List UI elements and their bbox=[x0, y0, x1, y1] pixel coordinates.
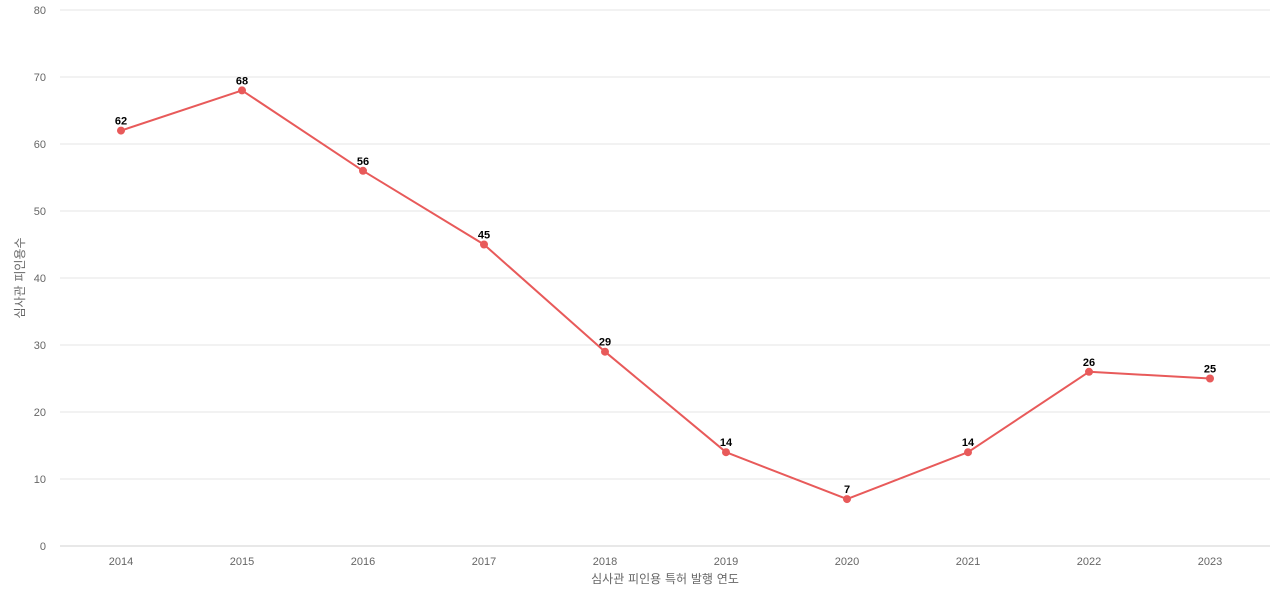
x-tick-label: 2019 bbox=[714, 556, 738, 568]
x-axis-ticks: 2014 2015 2016 2017 2018 2019 2020 2021 2022 2023 bbox=[109, 556, 1222, 568]
data-point[interactable] bbox=[480, 240, 488, 249]
x-tick-label: 2016 bbox=[351, 556, 375, 568]
data-label: 62 bbox=[115, 116, 127, 128]
data-point[interactable] bbox=[1206, 374, 1214, 383]
y-tick-label: 0 bbox=[40, 541, 46, 553]
x-tick-label: 2018 bbox=[593, 556, 617, 568]
data-point[interactable] bbox=[117, 126, 125, 135]
data-label: 25 bbox=[1204, 364, 1216, 376]
x-tick-label: 2015 bbox=[230, 556, 254, 568]
x-tick-label: 2022 bbox=[1077, 556, 1101, 568]
data-label: 56 bbox=[357, 156, 369, 168]
data-point[interactable] bbox=[722, 448, 730, 457]
y-tick-label: 50 bbox=[34, 206, 46, 218]
x-tick-label: 2017 bbox=[472, 556, 496, 568]
series-line bbox=[120, 89, 1211, 501]
data-label: 7 bbox=[844, 484, 850, 496]
y-axis-title: 심사관 피인용수 bbox=[13, 237, 27, 318]
y-tick-label: 30 bbox=[34, 340, 46, 352]
x-tick-label: 2021 bbox=[956, 556, 980, 568]
y-axis-ticks: 0 10 20 30 40 50 60 70 80 bbox=[34, 5, 46, 553]
y-tick-label: 80 bbox=[34, 5, 46, 17]
grid-lines bbox=[60, 9, 1270, 547]
y-tick-label: 40 bbox=[34, 273, 46, 285]
x-tick-label: 2020 bbox=[835, 556, 859, 568]
y-tick-label: 20 bbox=[34, 407, 46, 419]
series-layer bbox=[117, 86, 1214, 504]
data-label: 14 bbox=[962, 437, 975, 449]
y-tick-label: 60 bbox=[34, 139, 46, 151]
x-tick-label: 2014 bbox=[109, 556, 133, 568]
data-point[interactable] bbox=[359, 166, 367, 175]
data-point[interactable] bbox=[601, 347, 609, 356]
data-label: 29 bbox=[599, 337, 611, 349]
y-tick-label: 70 bbox=[34, 72, 46, 84]
x-tick-label: 2023 bbox=[1198, 556, 1222, 568]
data-label: 45 bbox=[478, 230, 490, 242]
data-point[interactable] bbox=[1085, 367, 1093, 376]
data-point[interactable] bbox=[238, 86, 246, 95]
data-label: 14 bbox=[720, 437, 733, 449]
data-point[interactable] bbox=[843, 495, 851, 504]
data-point[interactable] bbox=[964, 448, 972, 457]
data-label: 68 bbox=[236, 75, 248, 87]
data-labels: 62 68 56 45 29 14 7 14 26 25 bbox=[115, 75, 1216, 496]
y-tick-label: 10 bbox=[34, 474, 46, 486]
x-axis-title: 심사관 피인용 특허 발행 연도 bbox=[591, 571, 739, 586]
data-label: 26 bbox=[1083, 357, 1095, 369]
